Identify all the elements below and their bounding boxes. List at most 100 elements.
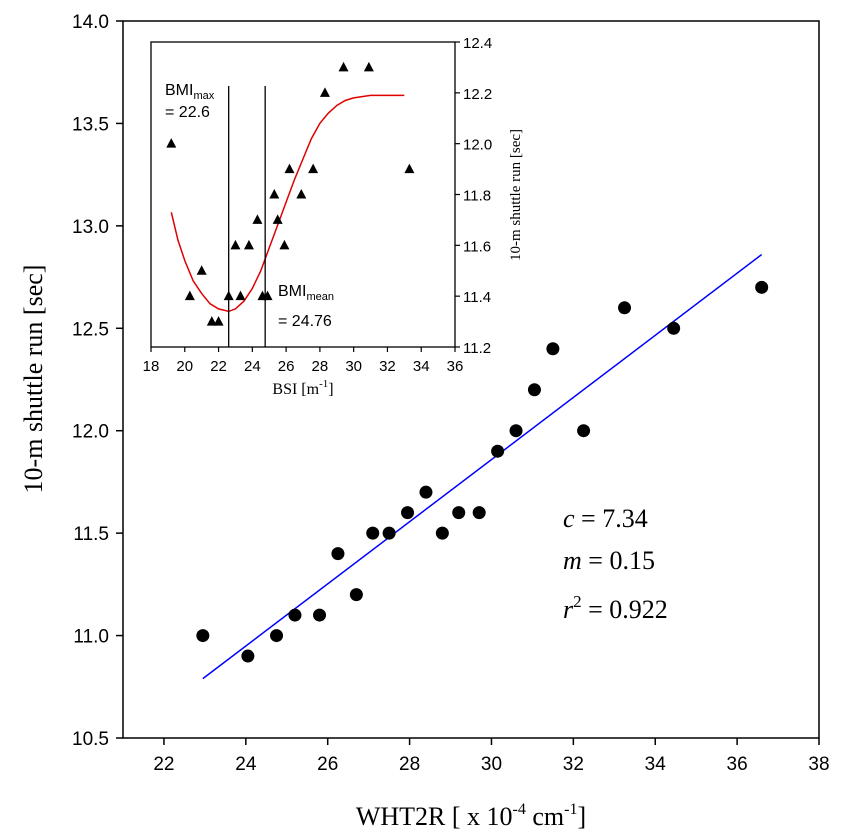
inset-data-point	[243, 239, 254, 250]
inset-y-tick-label: 11.8	[463, 188, 491, 205]
inset-points	[166, 61, 415, 326]
main-y-tick-label: 12.5	[72, 319, 109, 340]
inset-data-point	[308, 163, 319, 174]
inset-x-label-close: ]	[328, 381, 333, 398]
inset-data-point	[206, 316, 217, 326]
inset-data-point	[404, 163, 415, 174]
main-data-point	[618, 301, 632, 315]
main-y-tick-label: 11.5	[73, 524, 109, 545]
main-data-point	[472, 506, 486, 520]
main-data-point	[452, 506, 466, 520]
inset-x-tick-label: 30	[345, 358, 362, 375]
main-x-label-close: ]	[577, 802, 586, 831]
inset-reference-lines	[228, 86, 266, 347]
inset-y-tick-label: 11.6	[463, 238, 491, 255]
main-x-tick-label: 32	[563, 754, 584, 775]
main-plot-frame	[122, 20, 820, 739]
main-x-label-text: WHT2R [ x 10	[356, 802, 513, 831]
inset-x-tick-label: 26	[278, 358, 295, 375]
bmi-max-label: BMImax = 22.6	[165, 82, 215, 121]
inset-data-point	[196, 265, 207, 275]
main-data-point	[667, 321, 681, 335]
main-ticks: 22 24 26 28 30 32 34 36 38 10.5 11.0 11.5 12.0 12.5 13…	[72, 12, 830, 775]
svg-text:BMImax: BMImax	[165, 82, 215, 102]
inset-data-point	[319, 87, 330, 97]
inset-x-tick-label: 34	[413, 358, 430, 375]
inset-x-tick-label: 24	[244, 358, 261, 375]
inset-x-tick-label: 32	[379, 358, 396, 375]
inset-x-tick-label: 18	[143, 358, 160, 375]
main-x-tick-label: 30	[481, 754, 502, 775]
main-y-axis-label: 10-m shuttle run [sec]	[19, 265, 48, 494]
main-data-point	[577, 424, 591, 438]
main-points	[196, 280, 769, 663]
main-x-tick-label: 38	[808, 754, 829, 775]
inset-data-point	[230, 239, 241, 250]
main-data-point	[366, 526, 380, 540]
inset-data-point	[269, 189, 280, 199]
main-chart: 22 24 26 28 30 32 34 36 38 10.5 11.0 11.5 12.0 12.5 13…	[19, 12, 830, 831]
main-x-label-exp: -4	[513, 801, 526, 818]
annotation-r-squared: r2 = 0.922	[563, 592, 668, 624]
main-x-label-unit: cm	[526, 802, 564, 831]
inset-y-tick-label: 12.4	[463, 35, 492, 52]
main-y-tick-label: 10.5	[72, 729, 109, 750]
svg-text:BMImean: BMImean	[278, 283, 334, 303]
svg-text:= 22.6: = 22.6	[165, 104, 210, 121]
inset-y-tick-label: 11.2	[463, 340, 491, 357]
annotation-intercept: c = 7.34	[563, 504, 648, 533]
inset-data-point	[213, 316, 224, 326]
bmi-mean-label: BMImean = 24.76	[278, 283, 334, 330]
inset-data-point	[272, 214, 283, 224]
main-data-point	[527, 383, 541, 397]
inset-data-point	[284, 163, 295, 174]
inset-y-tick-label: 12.0	[463, 137, 492, 154]
main-data-point	[288, 608, 302, 622]
main-y-tick-label: 13.5	[72, 114, 109, 135]
inset-data-point	[279, 239, 290, 250]
inset-x-label-text: BSI [m	[272, 381, 319, 398]
main-x-tick-label: 34	[645, 754, 667, 775]
main-data-point	[419, 485, 433, 499]
main-data-point	[270, 629, 284, 643]
main-x-tick-label: 36	[727, 754, 748, 775]
main-data-point	[509, 424, 523, 438]
main-data-point	[313, 608, 327, 622]
inset-data-point	[252, 214, 263, 224]
inset-x-tick-label: 22	[210, 358, 227, 375]
svg-text:= 24.76: = 24.76	[278, 313, 332, 330]
main-data-point	[491, 444, 505, 458]
main-x-axis-label: WHT2R [ x 10-4 cm-1]	[356, 801, 586, 831]
main-data-point	[382, 526, 396, 540]
main-x-tick-label: 28	[399, 754, 420, 775]
inset-data-point	[296, 189, 307, 199]
inset-x-label-exp: -1	[319, 378, 328, 390]
inset-fit-curve	[170, 94, 405, 313]
main-data-point	[546, 342, 560, 356]
inset-y-axis-label: 10-m shuttle run [sec]	[508, 129, 524, 261]
main-data-point	[196, 629, 210, 643]
inset-x-tick-label: 28	[312, 358, 329, 375]
main-y-tick-label: 12.0	[72, 422, 109, 443]
main-data-point	[435, 526, 449, 540]
main-data-point	[331, 547, 345, 561]
inset-y-tick-label: 11.4	[463, 289, 491, 306]
inset-data-point	[262, 290, 273, 301]
main-x-label-unit-exp: -1	[564, 801, 577, 818]
inset-data-point	[184, 290, 195, 301]
inset-x-tick-label: 36	[447, 358, 464, 375]
inset-data-point	[223, 290, 234, 301]
main-data-point	[755, 280, 769, 294]
main-y-tick-label: 14.0	[72, 12, 109, 33]
fit-annotations: c = 7.34 m = 0.15 r2 = 0.922	[563, 504, 668, 624]
main-y-tick-label: 13.0	[72, 217, 109, 238]
main-x-tick-label: 24	[235, 754, 257, 775]
main-x-tick-label: 22	[153, 754, 174, 775]
inset-x-tick-label: 20	[176, 358, 193, 375]
main-data-point	[401, 506, 415, 520]
main-data-point	[349, 588, 363, 602]
annotation-slope: m = 0.15	[563, 546, 655, 575]
